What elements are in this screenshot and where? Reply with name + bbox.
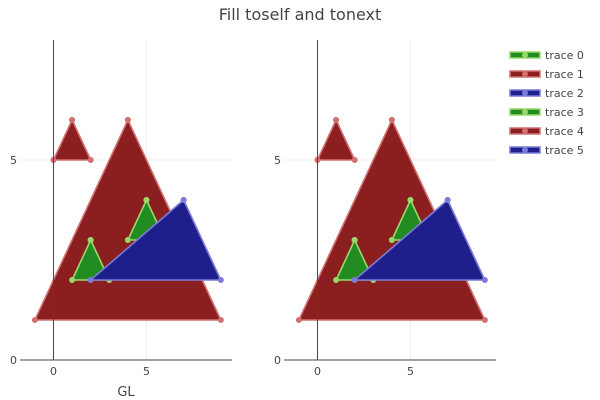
data-point [351,237,358,243]
data-point [481,277,488,283]
legend-marker [522,128,528,134]
legend-item[interactable]: trace 2 [509,87,584,100]
data-point [217,317,224,323]
series-trace-4-area [316,119,356,161]
legend-label: trace 4 [545,125,584,138]
data-point [180,197,187,203]
x-tick-label: 0 [314,365,321,378]
y-tick-label: 5 [274,154,281,167]
legend-label: trace 3 [545,106,584,119]
legend-item[interactable]: trace 1 [509,68,584,81]
data-point [69,117,76,123]
legend-marker [522,109,528,115]
data-point [87,277,94,283]
data-point [388,117,395,123]
data-point [124,237,131,243]
data-point [351,157,358,163]
data-point [143,197,150,203]
data-point [351,277,358,283]
legend-item[interactable]: trace 4 [509,125,584,138]
x-tick-label: 5 [143,365,150,378]
y-tick-label: 0 [10,354,17,367]
chart-title: Fill toself and tonext [219,5,382,24]
legend-label: trace 0 [545,49,584,62]
legend-marker [522,52,528,58]
y-tick-label: 5 [10,154,17,167]
legend-marker [522,147,528,153]
series-trace-2-area [89,199,222,281]
x-tick-label: 5 [407,365,414,378]
legend: trace 0 trace 1 trace 2 trace 3 trace 4 trace… [509,49,584,157]
data-point [407,197,414,203]
data-point [69,277,76,283]
data-point [124,117,131,123]
series-trace-1-area [52,119,92,161]
data-point [295,317,302,323]
data-point [31,317,38,323]
legend-label: trace 5 [545,144,584,157]
legend-marker [522,90,528,96]
subplot-1: 0 5 0 5 GL [10,40,232,400]
legend-label: trace 1 [545,68,584,81]
legend-item[interactable]: trace 0 [509,49,584,62]
data-point [87,237,94,243]
data-point [333,277,340,283]
data-point [481,317,488,323]
data-point [217,277,224,283]
subplot-2: 0 5 0 5 [274,40,496,378]
data-point [444,197,451,203]
x-axis-title: GL [117,385,135,400]
legend-item[interactable]: trace 5 [509,144,584,157]
series-trace-5-area [353,199,486,281]
data-point [333,117,340,123]
x-tick-label: 0 [50,365,57,378]
y-tick-label: 0 [274,354,281,367]
data-point [388,237,395,243]
data-point [87,157,94,163]
legend-marker [522,71,528,77]
legend-label: trace 2 [545,87,584,100]
legend-item[interactable]: trace 3 [509,106,584,119]
